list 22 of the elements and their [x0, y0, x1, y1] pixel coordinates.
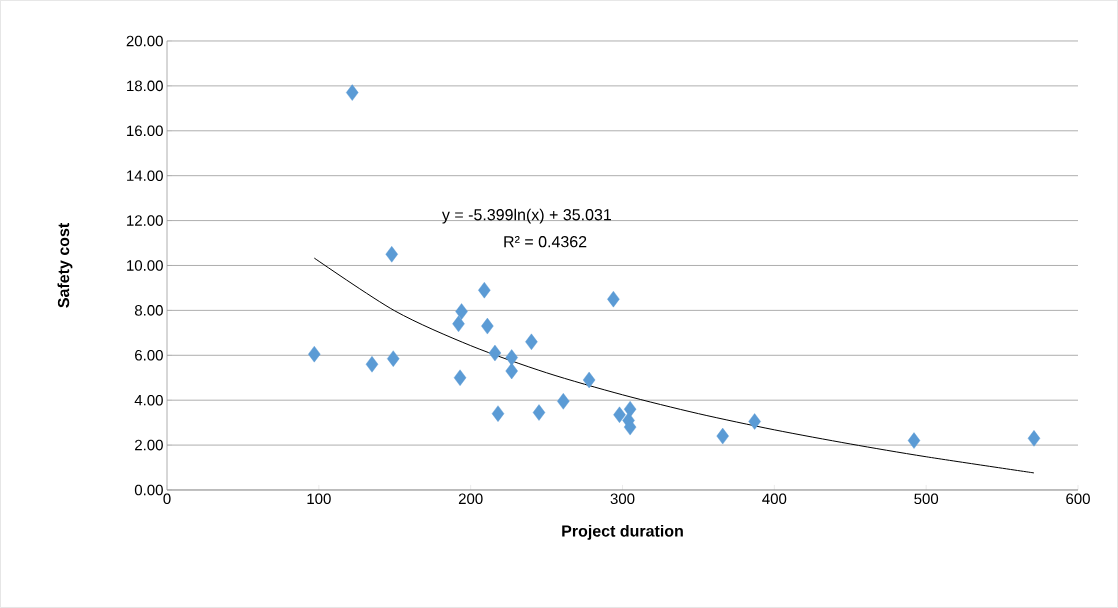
x-tick-label: 200 [458, 493, 483, 505]
x-tick-label: 300 [610, 493, 635, 505]
y-tick-label: 0.00 [134, 484, 163, 496]
y-tick-label: 6.00 [135, 349, 163, 361]
x-tick-label: 500 [914, 493, 939, 505]
x-tick-label: 400 [762, 493, 787, 505]
x-axis-title: Project duration [562, 524, 683, 540]
x-tick-label: 100 [307, 493, 331, 505]
y-tick-label: 20.00 [126, 35, 163, 47]
annotation: R² = 0.4362 [504, 236, 587, 248]
y-tick-label: 4.00 [134, 394, 163, 406]
y-tick-label: 18.00 [127, 80, 163, 92]
y-tick-label: 16.00 [127, 125, 163, 137]
y-axis-title: Safety cost [57, 223, 73, 308]
y-tick-label: 2.00 [135, 439, 163, 451]
y-tick-label: 14.00 [127, 170, 163, 181]
y-tick-label: 12.00 [127, 215, 163, 226]
x-tick-label: 600 [1066, 493, 1090, 505]
x-tick-label: 0 [163, 493, 171, 505]
y-tick-label: 8.00 [134, 305, 163, 316]
y-tick-label: 10.00 [127, 260, 163, 271]
annotation: y = -5.399ln(x) + 35.031 [441, 208, 611, 224]
